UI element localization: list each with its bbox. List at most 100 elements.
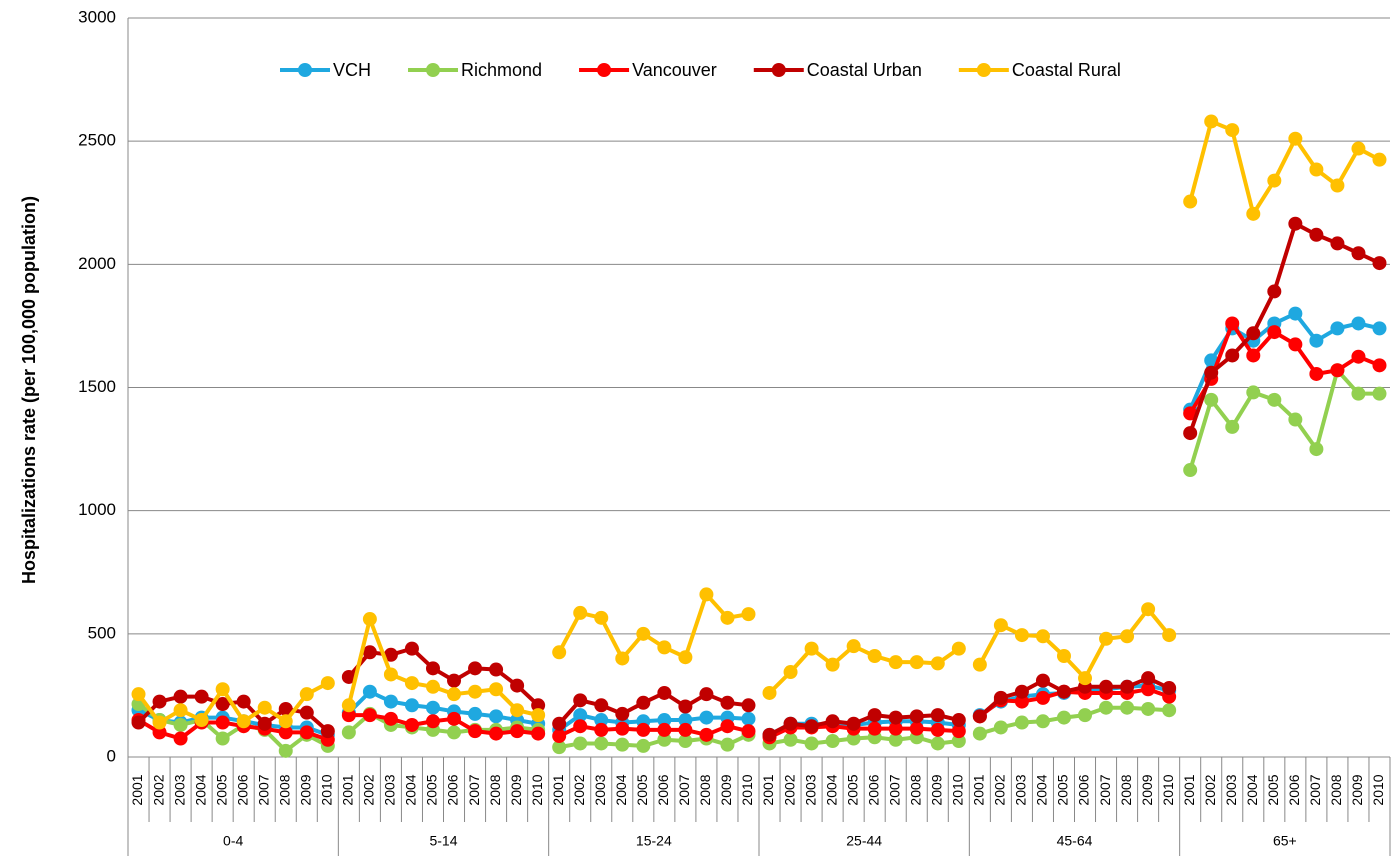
data-point bbox=[930, 708, 945, 723]
x-tick-label: 2006 bbox=[234, 774, 250, 805]
data-point bbox=[846, 731, 861, 746]
data-point bbox=[194, 689, 209, 704]
series-line bbox=[558, 724, 749, 738]
x-tick-label: 2002 bbox=[1202, 774, 1218, 805]
data-point bbox=[594, 610, 609, 625]
data-point bbox=[404, 641, 419, 656]
data-point bbox=[1267, 325, 1282, 340]
data-point bbox=[173, 689, 188, 704]
data-point bbox=[531, 708, 546, 723]
data-point bbox=[320, 676, 335, 691]
data-point bbox=[594, 713, 609, 728]
data-point bbox=[783, 665, 798, 680]
legend-marker bbox=[426, 63, 441, 77]
data-point bbox=[1372, 321, 1387, 336]
data-point bbox=[846, 716, 861, 731]
data-point bbox=[993, 618, 1008, 633]
data-point bbox=[468, 706, 483, 721]
data-point bbox=[573, 693, 588, 708]
data-point bbox=[383, 711, 398, 726]
data-point bbox=[720, 737, 735, 752]
x-tick-label: 2002 bbox=[361, 774, 377, 805]
data-point bbox=[1288, 337, 1303, 352]
x-tick-label: 2008 bbox=[907, 774, 923, 805]
x-tick-label: 2005 bbox=[1055, 774, 1071, 805]
x-tick-label: 2007 bbox=[466, 774, 482, 805]
legend-label: Coastal Rural bbox=[1012, 60, 1121, 80]
x-tick-label: 2007 bbox=[1307, 774, 1323, 805]
data-point bbox=[1141, 701, 1156, 716]
data-point bbox=[594, 736, 609, 751]
data-point bbox=[404, 698, 419, 713]
data-point bbox=[1035, 673, 1050, 688]
data-point bbox=[489, 709, 504, 724]
x-tick-label: 2009 bbox=[718, 774, 734, 805]
data-point bbox=[615, 721, 630, 736]
data-point bbox=[1351, 246, 1366, 261]
y-tick-label: 3000 bbox=[78, 7, 116, 26]
data-point bbox=[1309, 333, 1324, 348]
x-tick-label: 2006 bbox=[1076, 774, 1092, 805]
data-point bbox=[573, 708, 588, 723]
series-line bbox=[346, 617, 539, 718]
data-point bbox=[783, 716, 798, 731]
data-point bbox=[1267, 173, 1282, 188]
data-point bbox=[909, 655, 924, 670]
data-point bbox=[362, 612, 377, 627]
x-tick-label: 2010 bbox=[950, 774, 966, 805]
data-point bbox=[1162, 703, 1177, 718]
data-point bbox=[1267, 392, 1282, 407]
data-point bbox=[1162, 681, 1177, 696]
data-point bbox=[152, 715, 167, 730]
data-point bbox=[552, 716, 567, 731]
data-point bbox=[951, 724, 966, 739]
data-point bbox=[447, 711, 462, 726]
x-tick-label: 2008 bbox=[1328, 774, 1344, 805]
series-line bbox=[347, 646, 540, 707]
data-point bbox=[1014, 694, 1029, 709]
series-line bbox=[136, 681, 329, 725]
data-point bbox=[741, 607, 756, 622]
x-tick-label: 2007 bbox=[886, 774, 902, 805]
data-point bbox=[678, 713, 693, 728]
data-point bbox=[678, 699, 693, 714]
data-point bbox=[341, 725, 356, 740]
y-tick-label: 2500 bbox=[78, 131, 116, 150]
data-point bbox=[468, 684, 483, 699]
data-point bbox=[741, 724, 756, 739]
data-point bbox=[173, 703, 188, 718]
data-point bbox=[1056, 649, 1071, 664]
x-tick-label: 2003 bbox=[592, 774, 608, 805]
data-point bbox=[930, 736, 945, 751]
group-label: 5-14 bbox=[429, 833, 457, 849]
data-point bbox=[215, 682, 230, 697]
data-point bbox=[867, 721, 882, 736]
data-point bbox=[825, 714, 840, 729]
data-point bbox=[678, 733, 693, 748]
data-point bbox=[1099, 700, 1114, 715]
data-point bbox=[1141, 602, 1156, 617]
data-point bbox=[1372, 152, 1387, 167]
data-point bbox=[909, 721, 924, 736]
x-tick-label: 2004 bbox=[823, 774, 839, 805]
data-point bbox=[1035, 629, 1050, 644]
series-line bbox=[979, 705, 1170, 736]
data-point bbox=[510, 724, 525, 739]
data-point bbox=[194, 713, 209, 728]
x-tick-label: 2004 bbox=[1244, 774, 1260, 805]
data-point bbox=[762, 727, 777, 742]
data-point bbox=[657, 722, 672, 737]
data-point bbox=[341, 698, 356, 713]
group-label: 45-64 bbox=[1057, 833, 1093, 849]
data-point bbox=[1246, 385, 1261, 400]
data-point bbox=[510, 678, 525, 693]
series-line bbox=[768, 713, 960, 737]
data-point bbox=[1120, 679, 1135, 694]
x-tick-label: 2010 bbox=[739, 774, 755, 805]
data-point bbox=[215, 697, 230, 712]
data-point bbox=[888, 655, 903, 670]
data-point bbox=[720, 719, 735, 734]
data-point bbox=[699, 710, 714, 725]
data-point bbox=[173, 731, 188, 746]
data-point bbox=[447, 687, 462, 702]
